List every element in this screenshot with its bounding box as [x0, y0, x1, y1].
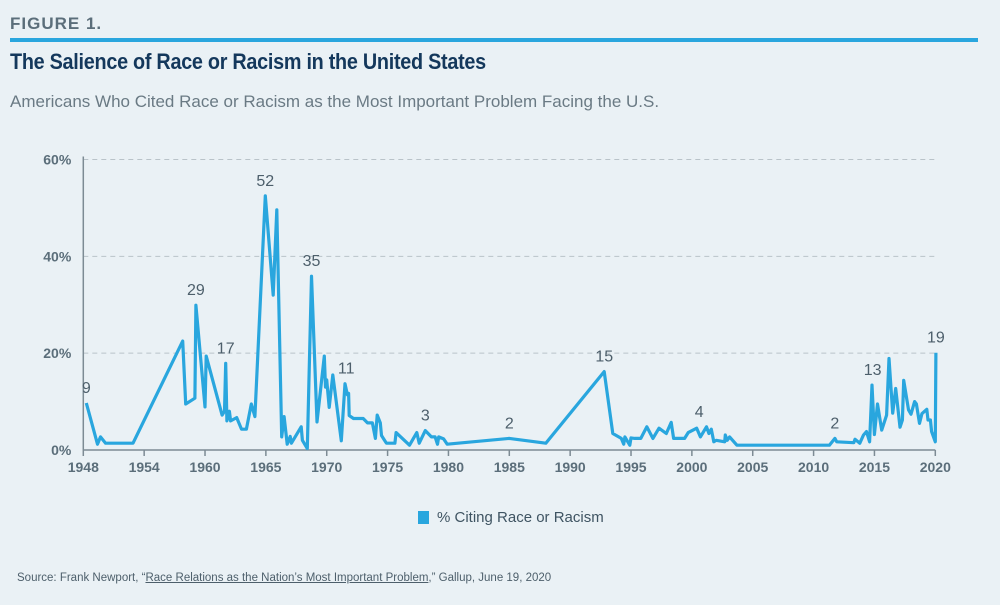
source-suffix: ,” Gallup, June 19, 2020 [428, 572, 552, 584]
x-tick-label: 1975 [372, 459, 403, 475]
data-label: 11 [338, 361, 355, 378]
x-tick-label: 2015 [859, 459, 890, 475]
x-tick-label: 1985 [494, 459, 525, 475]
data-label: 2 [505, 415, 514, 432]
x-tick-label: 2010 [798, 459, 829, 475]
data-label: 19 [927, 330, 945, 347]
data-label: 35 [303, 253, 321, 270]
figure-label: FIGURE 1. [10, 14, 103, 33]
legend: % Citing Race or Racism [418, 509, 604, 526]
data-label: 2 [830, 415, 839, 432]
x-tick-label: 1990 [555, 459, 586, 475]
x-tick-label: 2005 [737, 459, 768, 475]
x-tick-label: 1980 [433, 459, 464, 475]
source-link[interactable]: Race Relations as the Nation’s Most Impo… [145, 572, 429, 584]
source-prefix: Source: Frank Newport, “ [17, 572, 146, 584]
title-rule [10, 38, 978, 42]
chart-subtitle: Americans Who Cited Race or Racism as th… [10, 92, 660, 111]
x-tick-label: 1948 [68, 459, 99, 475]
data-label: 17 [217, 340, 235, 357]
x-tick-label: 1965 [250, 459, 281, 475]
y-tick-label: 40% [43, 248, 72, 264]
data-label: 3 [421, 408, 430, 425]
legend-label: % Citing Race or Racism [437, 509, 604, 526]
x-tick-label: 1960 [189, 459, 220, 475]
series-line [84, 194, 938, 451]
data-label: 15 [595, 349, 613, 366]
data-label: 9 [82, 380, 91, 397]
x-tick-label: 2020 [920, 459, 951, 475]
data-label: 13 [864, 362, 882, 379]
data-label: 52 [256, 173, 274, 190]
y-tick-label: 20% [43, 345, 72, 361]
x-tick-label: 2000 [676, 459, 707, 475]
x-tick-label: 1995 [615, 459, 646, 475]
source-note: Source: Frank Newport, “Race Relations a… [17, 572, 551, 584]
y-tick-label: 60% [43, 152, 72, 168]
data-label: 29 [187, 282, 205, 299]
chart-title: The Salience of Race or Racism in the Un… [10, 49, 486, 74]
data-label: 4 [695, 404, 704, 421]
y-tick-label: 0% [51, 442, 72, 458]
legend-swatch [418, 511, 429, 524]
x-tick-label: 1970 [311, 459, 342, 475]
x-tick-label: 1954 [129, 459, 160, 475]
